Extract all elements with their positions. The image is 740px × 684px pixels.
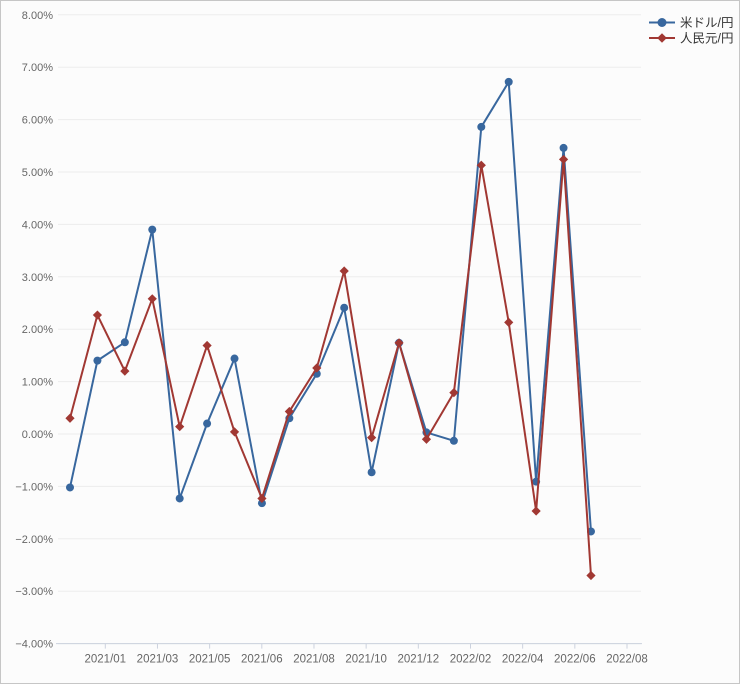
data-point-marker[interactable] bbox=[476, 160, 486, 170]
series-line-0 bbox=[69, 80, 592, 533]
data-point-marker[interactable] bbox=[504, 77, 513, 86]
x-axis-label: 2022/04 bbox=[502, 654, 544, 666]
x-axis-label: 2022/06 bbox=[554, 654, 596, 666]
data-point-marker[interactable] bbox=[202, 340, 212, 351]
x-axis-label: 2021/06 bbox=[241, 654, 283, 666]
data-point-marker[interactable] bbox=[120, 338, 129, 347]
y-axis-label: 5.00% bbox=[22, 167, 53, 179]
y-axis-label: 1.00% bbox=[22, 377, 53, 389]
data-point-marker[interactable] bbox=[257, 493, 267, 504]
y-axis-label: 6.00% bbox=[22, 115, 53, 127]
x-axis-label: 2021/05 bbox=[189, 654, 231, 666]
legend-marker-circle-icon bbox=[657, 18, 667, 27]
legend-marker-diamond-icon bbox=[657, 33, 667, 43]
data-point-marker[interactable] bbox=[421, 434, 432, 444]
data-point-marker[interactable] bbox=[147, 294, 157, 304]
x-axis-label: 2022/08 bbox=[606, 654, 648, 666]
data-point-marker[interactable] bbox=[340, 303, 349, 312]
legend-item[interactable]: 人民元/円 bbox=[649, 32, 733, 46]
x-axis-label: 2021/12 bbox=[398, 654, 440, 666]
data-point-marker[interactable] bbox=[449, 436, 458, 445]
legend-label: 人民元/円 bbox=[680, 32, 733, 46]
y-axis-label: 8.00% bbox=[22, 10, 53, 22]
data-point-marker[interactable] bbox=[65, 413, 75, 423]
data-point-marker[interactable] bbox=[92, 310, 103, 320]
x-axis-label: 2021/10 bbox=[345, 654, 387, 666]
series-line-1 bbox=[69, 158, 592, 577]
data-point-marker[interactable] bbox=[120, 366, 130, 376]
data-point-marker[interactable] bbox=[367, 433, 377, 443]
legend-label: 米ドル/円 bbox=[680, 16, 733, 30]
data-point-marker[interactable] bbox=[175, 494, 184, 503]
data-point-marker[interactable] bbox=[257, 499, 266, 508]
data-point-marker[interactable] bbox=[339, 266, 349, 276]
y-axis-label: −3.00% bbox=[15, 586, 53, 598]
data-point-marker[interactable] bbox=[312, 363, 322, 373]
y-axis-label: 4.00% bbox=[22, 219, 53, 231]
data-point-marker[interactable] bbox=[586, 570, 596, 581]
y-axis-label: 7.00% bbox=[22, 62, 53, 74]
y-axis-label: 3.00% bbox=[22, 272, 53, 284]
data-point-marker[interactable] bbox=[449, 388, 459, 398]
y-axis-label: −2.00% bbox=[15, 534, 53, 546]
x-axis-label: 2021/01 bbox=[85, 654, 127, 666]
data-point-marker[interactable] bbox=[148, 225, 157, 234]
data-point-marker[interactable] bbox=[175, 422, 185, 432]
y-axis-label: 2.00% bbox=[22, 324, 53, 336]
data-point-marker[interactable] bbox=[203, 419, 212, 428]
data-point-marker[interactable] bbox=[559, 143, 568, 152]
data-point-marker[interactable] bbox=[230, 354, 239, 363]
data-point-marker[interactable] bbox=[504, 317, 514, 327]
data-point-marker[interactable] bbox=[93, 356, 102, 365]
y-axis-label: −1.00% bbox=[15, 481, 53, 493]
data-point-marker[interactable] bbox=[229, 427, 240, 437]
data-point-marker[interactable] bbox=[477, 122, 486, 131]
data-point-marker[interactable] bbox=[284, 406, 294, 417]
y-axis-label: −4.00% bbox=[15, 639, 53, 651]
data-point-marker[interactable] bbox=[394, 338, 404, 348]
data-point-marker[interactable] bbox=[531, 506, 541, 516]
y-axis-label: 0.00% bbox=[22, 429, 53, 441]
x-axis-label: 2021/03 bbox=[137, 654, 179, 666]
x-axis-label: 2021/08 bbox=[293, 654, 335, 666]
data-point-marker[interactable] bbox=[558, 154, 569, 165]
data-point-marker[interactable] bbox=[367, 468, 376, 477]
legend-item[interactable]: 米ドル/円 bbox=[649, 16, 733, 30]
data-point-marker[interactable] bbox=[66, 483, 74, 492]
x-axis-label: 2022/02 bbox=[450, 654, 492, 666]
